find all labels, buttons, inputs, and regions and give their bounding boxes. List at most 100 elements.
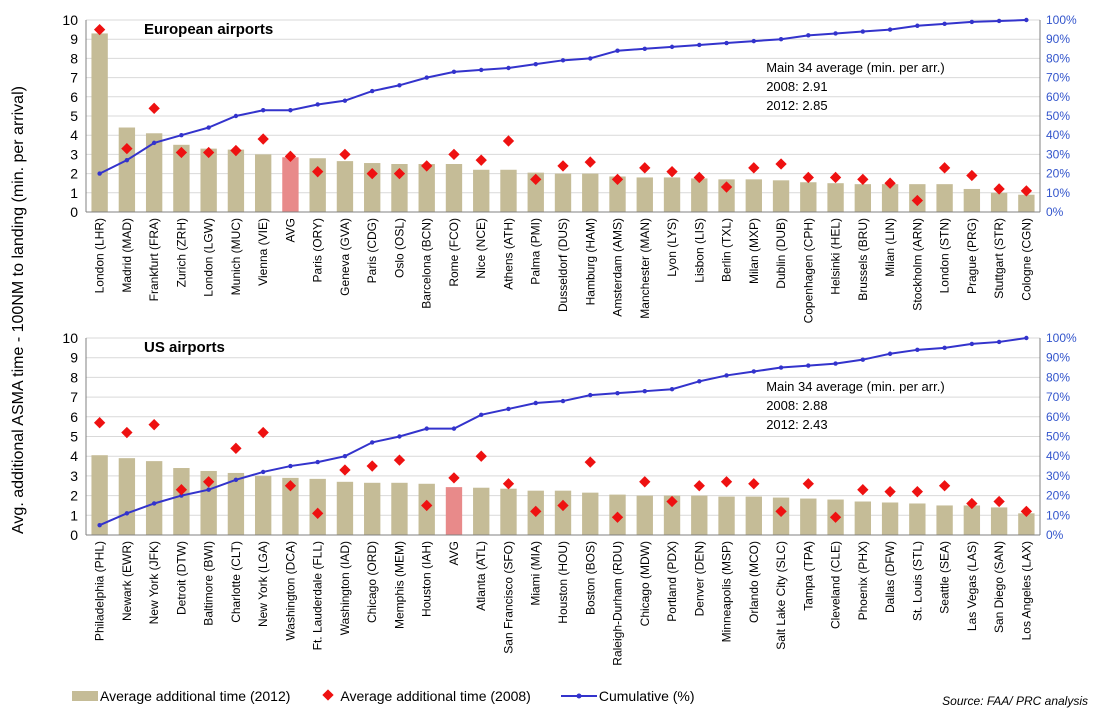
y-tick-label: 3 (70, 146, 78, 162)
y2-tick-label: 0% (1046, 205, 1064, 219)
marker-2008 (993, 495, 1005, 508)
marker-2008 (557, 160, 569, 172)
cumulative-point (915, 23, 920, 28)
cumulative-point (642, 46, 647, 51)
marker-2008 (175, 146, 188, 159)
marker-2008 (584, 456, 596, 468)
bar (990, 192, 1008, 212)
y2-tick-label: 80% (1046, 370, 1070, 384)
marker-2008 (203, 476, 215, 488)
x-tick-label: Cologne (CGN) (1019, 218, 1033, 301)
bar-swatch-icon (72, 691, 98, 701)
bar (691, 178, 708, 212)
marker-2008 (230, 442, 242, 454)
marker-2008 (911, 486, 923, 498)
cumulative-point (560, 58, 566, 63)
x-tick-label: Milan (MXP) (747, 218, 761, 284)
marker-2008 (993, 183, 1005, 195)
cumulative-point (533, 400, 538, 406)
marker-2008 (938, 162, 951, 174)
bar (772, 180, 790, 212)
x-tick-label: Phoenix (PHX) (856, 541, 870, 620)
y-tick-label: 1 (70, 185, 78, 201)
cumulative-point (806, 33, 811, 38)
x-tick-label: Baltimore (BWI) (202, 541, 216, 626)
x-tick-label: Brussels (BRU) (856, 218, 870, 301)
cumulative-point (969, 19, 975, 25)
bar (854, 184, 872, 212)
x-tick-label: Cleveland (CLE) (829, 541, 843, 629)
x-tick-label: Minneapolis (MSP) (720, 541, 734, 642)
cumulative-point (724, 40, 729, 46)
cumulative-point (397, 83, 402, 88)
x-tick-label: Stuttgart (STR) (992, 218, 1006, 299)
marker-2008 (938, 480, 951, 492)
y-tick-label: 7 (70, 70, 78, 86)
cumulative-point (996, 18, 1002, 24)
x-tick-label: Manchester (MAN) (638, 218, 652, 319)
x-tick-label: Boston (BOS) (583, 541, 597, 615)
x-tick-label: Washington (IAD) (338, 541, 352, 635)
x-tick-label: San Francisco (SFO) (501, 541, 515, 654)
y2-tick-label: 0% (1046, 528, 1064, 542)
x-tick-label: Nice (NCE) (474, 218, 488, 279)
x-tick-label: Chicago (MDW) (638, 541, 652, 626)
y-tick-label: 8 (70, 50, 78, 66)
bar (200, 148, 217, 212)
bar (854, 501, 872, 535)
cumulative-point (806, 363, 811, 368)
y2-tick-label: 20% (1046, 167, 1070, 181)
cumulative-point (697, 379, 702, 384)
cumulative-point (887, 27, 893, 32)
cumulative-point (424, 75, 429, 80)
bar (745, 179, 762, 212)
cumulative-point (451, 426, 457, 431)
x-tick-label: Stockholm (ARN) (910, 218, 924, 311)
cumulative-point (288, 463, 293, 469)
bar (473, 487, 490, 535)
bar (227, 149, 245, 212)
cumulative-point (915, 347, 920, 353)
bar (118, 458, 136, 535)
cumulative-point (533, 61, 538, 67)
y2-tick-label: 70% (1046, 71, 1070, 85)
bar (364, 482, 381, 535)
bar (145, 133, 163, 212)
x-tick-label: Seattle (SEA) (938, 541, 952, 614)
marker-2008 (693, 480, 705, 492)
x-tick-label: Miami (MIA) (529, 541, 543, 606)
marker-2008 (448, 472, 460, 484)
x-tick-label: Madrid (MAD) (120, 218, 134, 293)
bar (173, 468, 190, 535)
cumulative-point (97, 171, 102, 176)
marker-2008 (393, 454, 406, 466)
marker-2008 (312, 166, 324, 178)
x-tick-label: London (LHR) (93, 218, 107, 293)
y-tick-label: 1 (70, 507, 78, 523)
y-axis-title-container: Avg. additional ASMA time - 100NM to lan… (6, 40, 30, 580)
x-tick-label: Raleigh-Durham (RDU) (611, 541, 625, 666)
marker-2008 (557, 499, 569, 512)
x-tick-label: Berlin (TXL) (720, 218, 734, 282)
marker-2008 (475, 450, 487, 462)
x-tick-label: Vienna (VIE) (256, 218, 270, 286)
bar (554, 173, 572, 212)
cumulative-point (179, 133, 184, 138)
cumulative-point (1024, 17, 1029, 23)
marker-2008 (884, 486, 896, 498)
cumulative-point (860, 357, 866, 362)
bar (582, 492, 599, 535)
x-tick-label: Dallas (DFW) (883, 541, 897, 613)
marker-2008 (502, 135, 515, 147)
cumulative-point (370, 440, 375, 445)
x-tick-label: Helsinki (HEL) (829, 218, 843, 295)
marker-2008 (802, 478, 814, 490)
bar (1018, 194, 1035, 212)
note-line-3: 2012: 2.43 (766, 417, 827, 432)
marker-2008 (366, 460, 378, 472)
bar (881, 502, 899, 535)
bar (527, 172, 544, 212)
note-line-3: 2012: 2.85 (766, 98, 827, 113)
y2-tick-label: 20% (1046, 489, 1070, 503)
y-tick-label: 0 (70, 204, 78, 220)
